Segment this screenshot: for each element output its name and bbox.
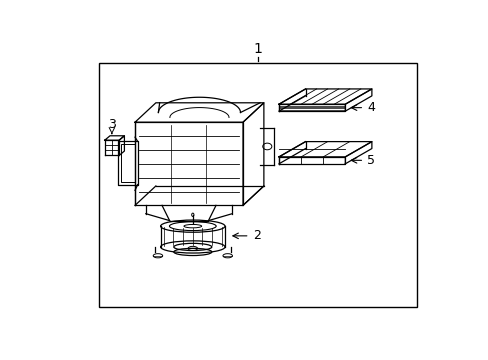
Text: 3: 3	[108, 118, 116, 131]
Bar	[121, 144, 134, 183]
Text: 1: 1	[253, 42, 262, 56]
Text: 4: 4	[366, 101, 374, 114]
Bar	[118, 141, 138, 185]
Text: 2: 2	[252, 229, 260, 242]
Text: 5: 5	[366, 154, 375, 167]
Bar	[99, 63, 416, 307]
